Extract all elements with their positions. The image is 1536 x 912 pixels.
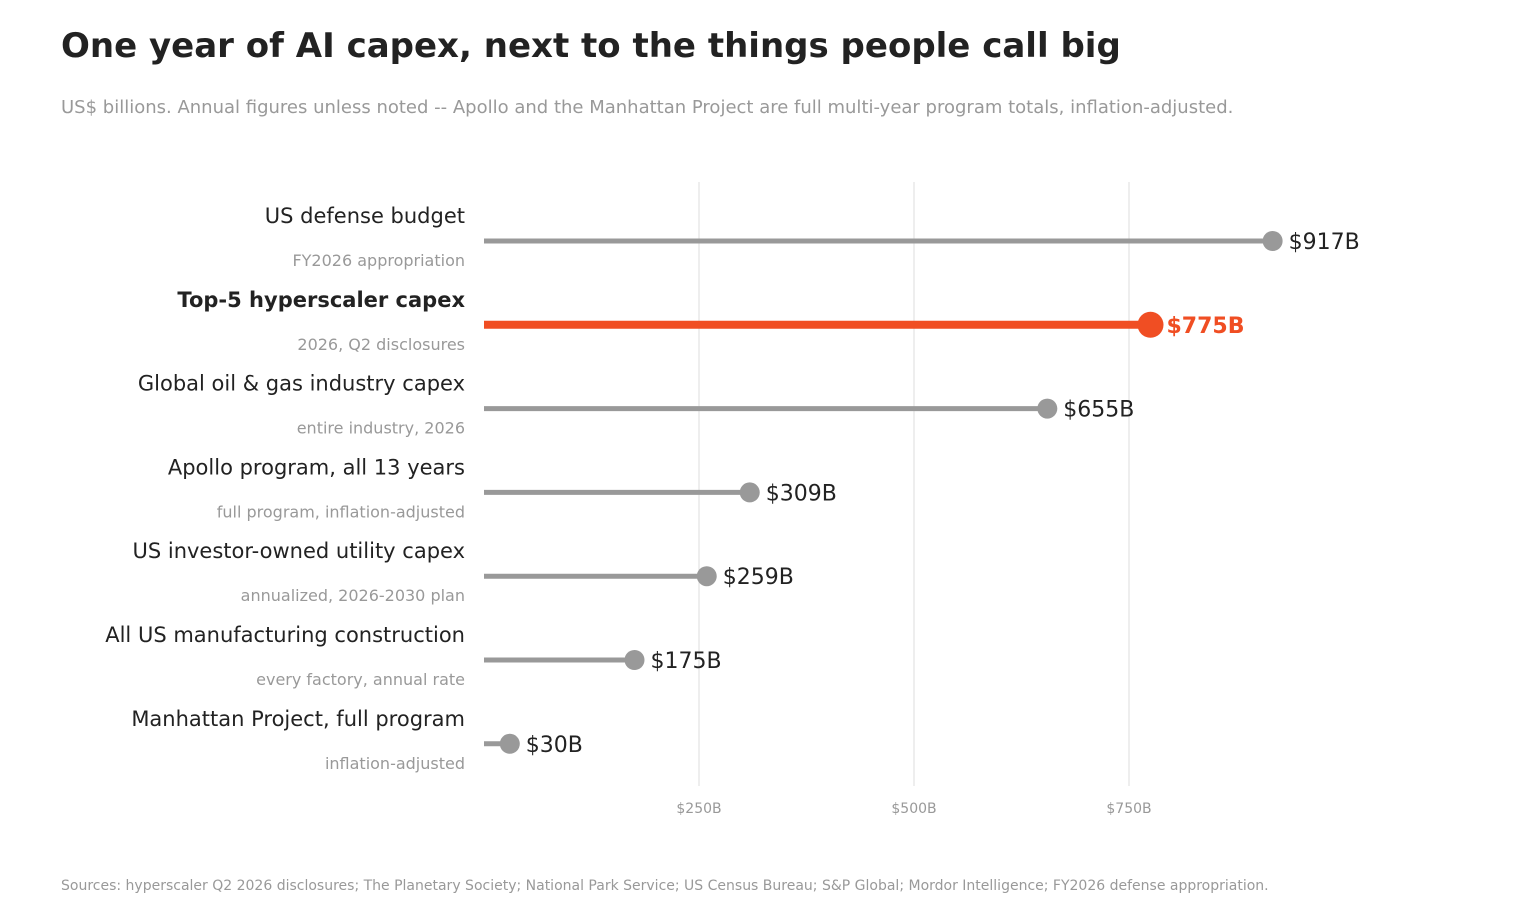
value-label: $655B xyxy=(1063,398,1134,423)
lollipop-dot xyxy=(499,733,520,754)
chart-subtitle: US$ billions. Annual figures unless note… xyxy=(61,97,1234,118)
value-label: $917B xyxy=(1289,230,1360,255)
category-sublabel: FY2026 appropriation xyxy=(292,251,465,270)
value-label: $30B xyxy=(526,733,583,758)
category-label: Manhattan Project, full program xyxy=(131,707,465,731)
category-label: US defense budget xyxy=(265,204,465,228)
category-sublabel: full program, inflation-adjusted xyxy=(217,502,465,521)
category-sublabel: 2026, Q2 disclosures xyxy=(297,335,465,354)
lollipop-dot xyxy=(739,482,760,503)
lollipop-dot xyxy=(1137,311,1164,338)
category-label: US investor-owned utility capex xyxy=(132,539,465,563)
category-label: Apollo program, all 13 years xyxy=(168,455,465,479)
lollipop-dot xyxy=(624,650,645,670)
value-label: $175B xyxy=(651,649,722,674)
value-label: $775B xyxy=(1167,314,1245,339)
value-label: $309B xyxy=(766,481,837,506)
x-tick-label: $750B xyxy=(1106,801,1151,817)
category-label: Top-5 hyperscaler capex xyxy=(177,288,465,312)
category-sublabel: annualized, 2026-2030 plan xyxy=(241,586,465,605)
chart-title: One year of AI capex, next to the things… xyxy=(61,26,1121,66)
category-label: Global oil & gas industry capex xyxy=(138,372,465,396)
source-note: Sources: hyperscaler Q2 2026 disclosures… xyxy=(61,878,1269,894)
x-tick-label: $500B xyxy=(891,801,936,817)
value-label: $259B xyxy=(723,565,794,590)
category-sublabel: every factory, annual rate xyxy=(256,670,465,689)
lollipop-dot xyxy=(1262,231,1283,251)
lollipop-dot xyxy=(1037,398,1058,419)
category-sublabel: inflation-adjusted xyxy=(325,754,465,773)
lollipop-dot xyxy=(696,566,717,587)
x-tick-label: $250B xyxy=(676,801,721,817)
category-sublabel: entire industry, 2026 xyxy=(297,419,465,438)
category-label: All US manufacturing construction xyxy=(105,623,465,647)
